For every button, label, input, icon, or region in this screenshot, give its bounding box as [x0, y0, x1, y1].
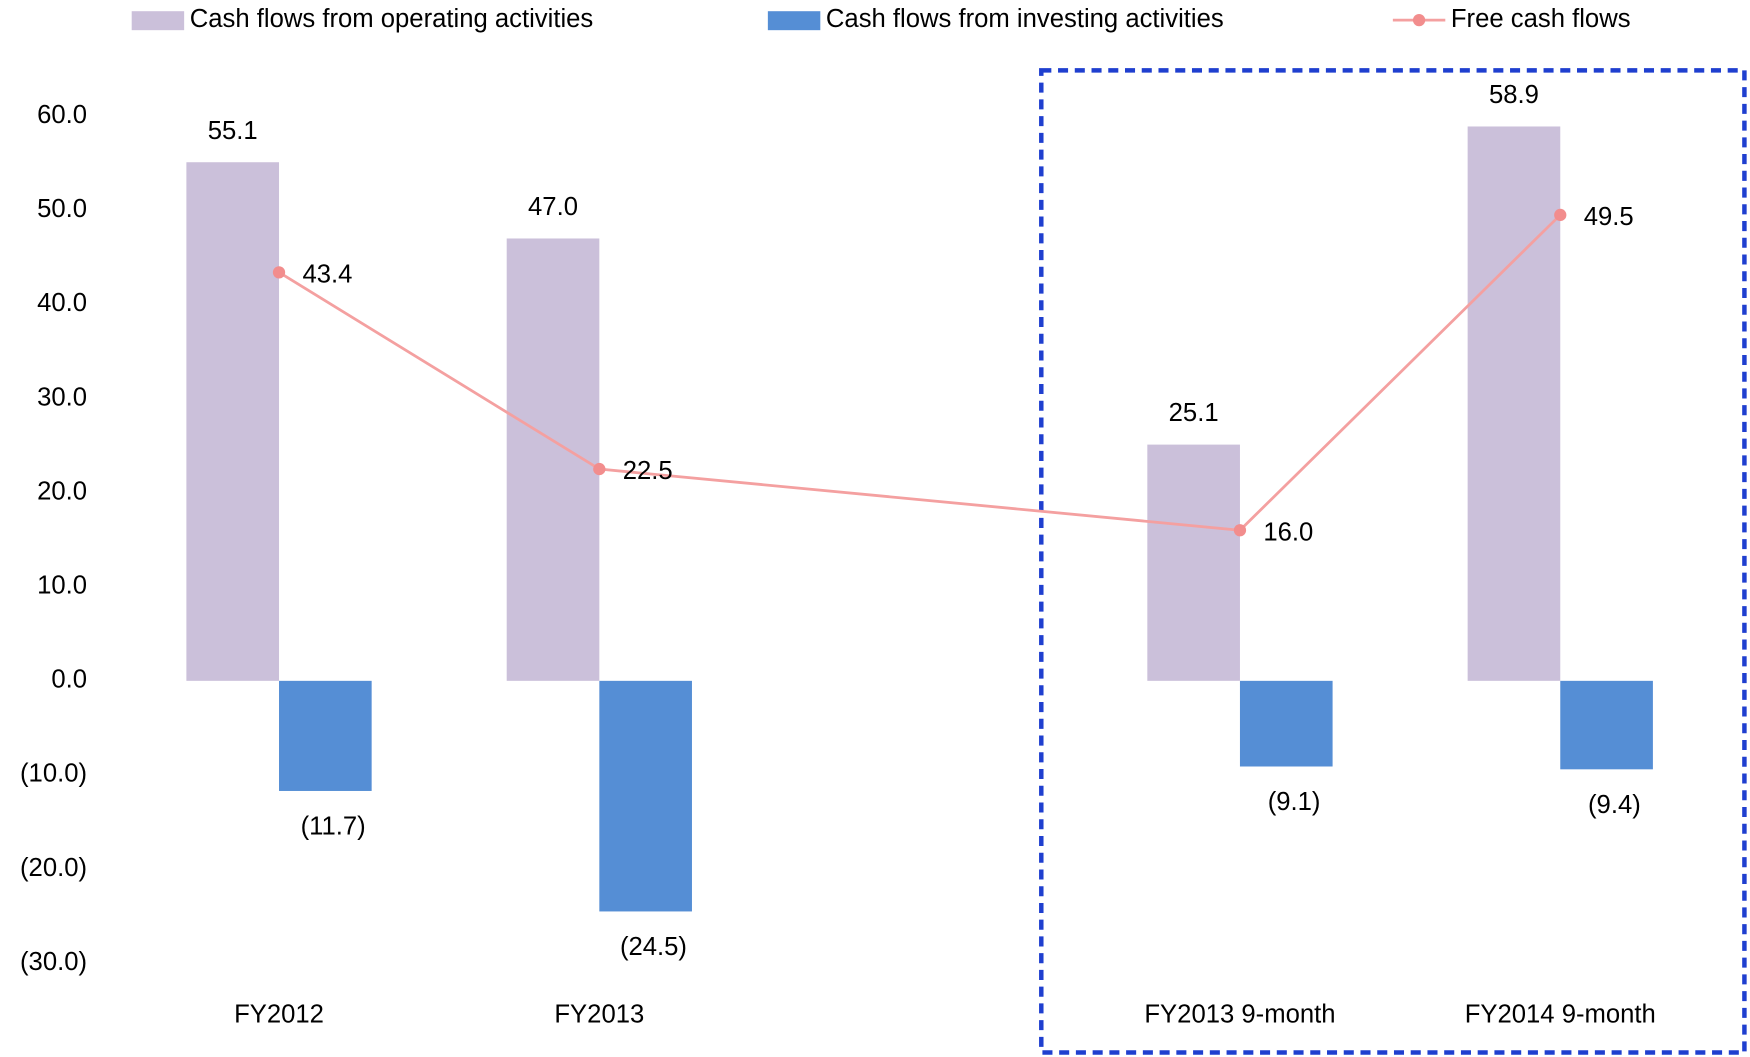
line-point [1233, 524, 1247, 537]
y-tick-label: 30.0 [37, 383, 87, 411]
legend-swatch [767, 11, 821, 31]
bar [1239, 680, 1333, 767]
line-point [1554, 208, 1567, 222]
bar [1560, 680, 1653, 770]
data-label: (24.5) [620, 933, 687, 961]
legend-swatch [1412, 13, 1426, 27]
line-point [593, 462, 606, 476]
line [278, 213, 1562, 532]
data-label: (9.4) [1588, 791, 1641, 819]
x-tick-label: FY2014 9-month [1465, 1000, 1656, 1028]
data-label: 47.0 [528, 193, 578, 221]
data-label: 16.0 [1263, 518, 1313, 546]
data-label: 49.5 [1584, 203, 1634, 231]
data-label: 55.1 [208, 117, 258, 145]
bar [1467, 126, 1561, 681]
highlight-box [1039, 68, 1747, 1055]
y-tick-label: (10.0) [20, 760, 87, 788]
y-tick-label: 50.0 [37, 195, 87, 223]
x-tick-label: FY2013 9-month [1144, 1000, 1335, 1028]
y-tick-label: 0.0 [51, 666, 87, 694]
y-tick-label: (30.0) [20, 948, 87, 976]
data-label: 25.1 [1169, 399, 1219, 427]
x-tick-label: FY2012 [234, 1000, 324, 1028]
bar [599, 680, 692, 912]
bar [1147, 444, 1240, 681]
y-tick-label: 20.0 [37, 477, 87, 505]
legend-label: Free cash flows [1451, 5, 1631, 33]
y-tick-label: 10.0 [37, 572, 87, 600]
bar [186, 162, 280, 681]
data-label: (9.1) [1268, 788, 1321, 816]
line-point [272, 266, 286, 279]
y-tick-label: (20.0) [20, 854, 87, 882]
bar [279, 680, 372, 791]
x-tick-label: FY2013 [554, 1000, 644, 1028]
data-label: 43.4 [302, 260, 352, 288]
legend-label: Cash flows from investing activities [826, 5, 1224, 33]
legend-label: Cash flows from operating activities [190, 5, 594, 33]
legend-swatch [131, 11, 185, 31]
data-label: 58.9 [1489, 81, 1539, 109]
y-tick-label: 40.0 [37, 289, 87, 317]
data-label: 22.5 [623, 457, 673, 485]
data-label: (11.7) [301, 813, 366, 841]
y-tick-label: 60.0 [37, 101, 87, 129]
